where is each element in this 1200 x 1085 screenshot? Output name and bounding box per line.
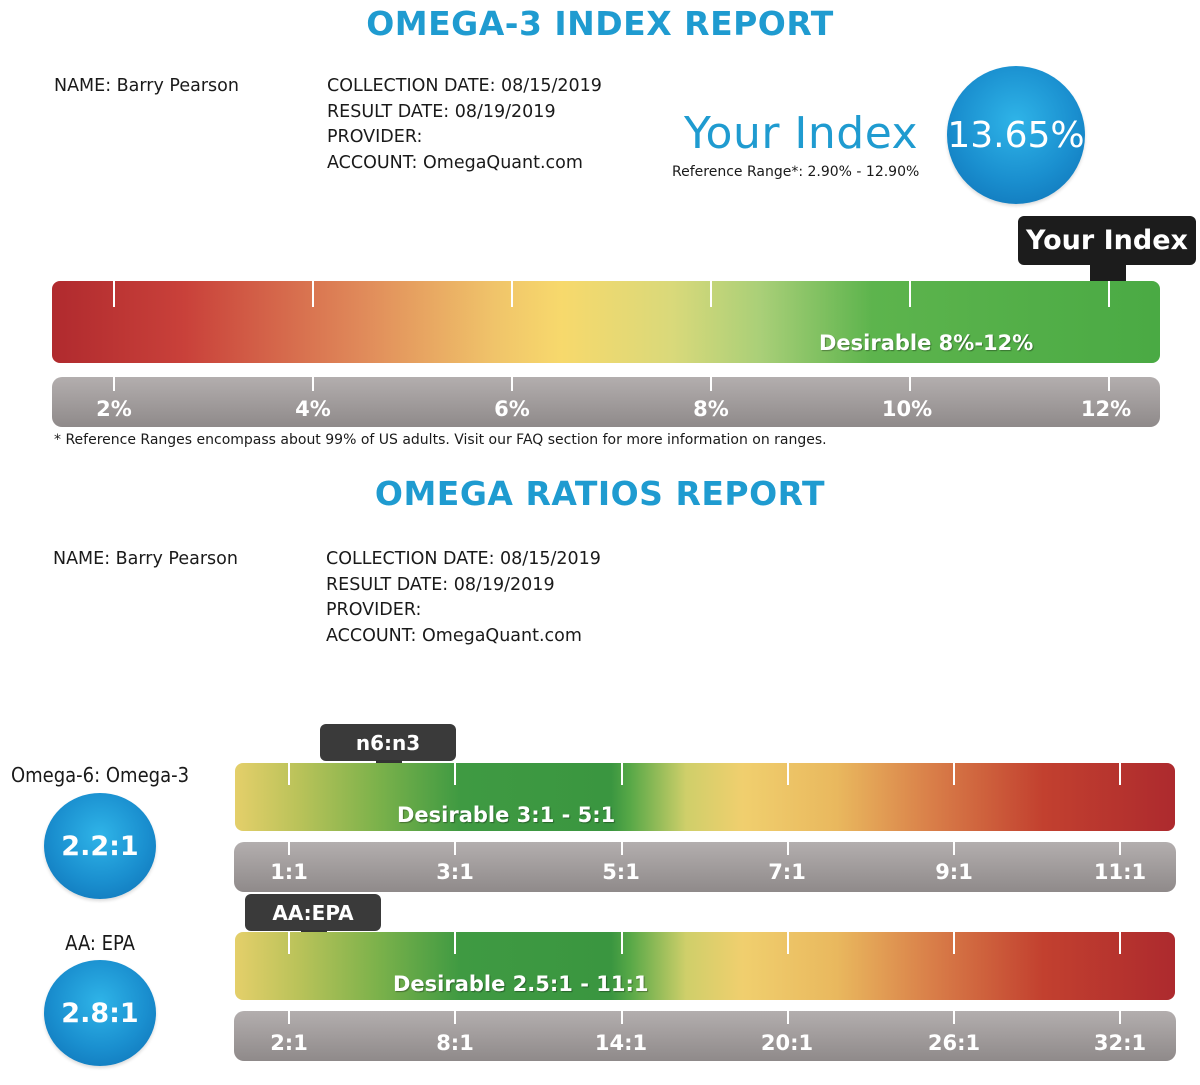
aaepa-scale-label: 8:1 [436, 1031, 474, 1055]
aaepa-scale-label: 32:1 [1093, 1031, 1147, 1055]
index-desirable-label: Desirable 8%-12% [819, 331, 1034, 355]
n6n3-tick [953, 763, 955, 785]
n6n3-scale-tick [1119, 842, 1121, 855]
aaepa-tick [787, 932, 789, 954]
n6n3-scale-tick [953, 842, 955, 855]
index-provider: PROVIDER: [327, 127, 423, 147]
aaepa-marker-label: AA:EPA [272, 900, 354, 925]
aaepa-tick [621, 932, 623, 954]
index-scale-tick [511, 377, 513, 391]
aaepa-desirable-label: Desirable 2.5:1 - 11:1 [393, 972, 649, 996]
n6n3-tick [621, 763, 623, 785]
aaepa-scale-tick [288, 1011, 290, 1024]
index-scale: 2% 4% 6% 8% 10% 12% [52, 377, 1160, 427]
n6n3-desirable-label: Desirable 3:1 - 5:1 [397, 803, 616, 827]
index-gradient-bar: Desirable 8%-12% [52, 281, 1160, 363]
aaepa-scale-label: 20:1 [760, 1031, 814, 1055]
index-scale-label: 8% [693, 397, 729, 421]
n6n3-scale-label: 11:1 [1093, 860, 1147, 884]
n6n3-scale-tick [454, 842, 456, 855]
index-result-date: RESULT DATE: 08/19/2019 [327, 101, 556, 122]
ratios-collection-date: COLLECTION DATE: 08/15/2019 [326, 549, 601, 569]
index-account: ACCOUNT: OmegaQuant.com [327, 152, 583, 173]
n6n3-value: 2.2:1 [61, 830, 139, 862]
index-value-badge: 13.65% [947, 66, 1085, 204]
index-value: 13.65% [947, 114, 1085, 156]
index-tick [1108, 281, 1110, 307]
aaepa-tick [1119, 932, 1121, 954]
aaepa-value: 2.8:1 [61, 997, 139, 1029]
aaepa-scale-tick [454, 1011, 456, 1024]
ratios-account: ACCOUNT: OmegaQuant.com [326, 625, 582, 646]
aaepa-gradient-bar: Desirable 2.5:1 - 11:1 [235, 932, 1175, 1000]
index-scale-label: 2% [96, 397, 132, 421]
n6n3-scale: 1:1 3:1 5:1 7:1 9:1 11:1 [234, 842, 1176, 892]
index-scale-tick [1108, 377, 1110, 391]
index-scale-tick [113, 377, 115, 391]
index-patient-name: NAME: Barry Pearson [54, 74, 239, 100]
n6n3-scale-label: 7:1 [768, 860, 806, 884]
n6n3-scale-label: 3:1 [436, 860, 474, 884]
aaepa-scale-label: 14:1 [594, 1031, 648, 1055]
ratios-name-text: NAME: Barry Pearson [53, 549, 238, 569]
reference-range: Reference Range*: 2.90% - 12.90% [672, 164, 920, 180]
n6n3-scale-label: 5:1 [602, 860, 640, 884]
n6n3-tick [454, 763, 456, 785]
n6n3-scale-label: 9:1 [935, 860, 973, 884]
aaepa-label: AA: EPA [65, 931, 135, 955]
n6n3-value-badge: 2.2:1 [44, 793, 156, 899]
aaepa-marker: AA:EPA [245, 894, 381, 931]
aaepa-scale-tick [787, 1011, 789, 1024]
n6n3-scale-tick [621, 842, 623, 855]
index-scale-label: 10% [881, 397, 933, 421]
ratios-report-details: COLLECTION DATE: 08/15/2019 RESULT DATE:… [326, 547, 601, 649]
aaepa-scale: 2:1 8:1 14:1 20:1 26:1 32:1 [234, 1011, 1176, 1061]
n6n3-scale-label: 1:1 [270, 860, 308, 884]
index-collection-date: COLLECTION DATE: 08/15/2019 [327, 76, 602, 96]
reference-footnote: * Reference Ranges encompass about 99% o… [54, 432, 827, 448]
aaepa-tick [953, 932, 955, 954]
ratios-report-title: OMEGA RATIOS REPORT [374, 474, 826, 513]
your-index-heading: Your Index [684, 108, 919, 159]
aaepa-tick [454, 932, 456, 954]
your-index-marker: Your Index [1018, 216, 1196, 265]
index-scale-tick [312, 377, 314, 391]
n6n3-tick [787, 763, 789, 785]
aaepa-scale-tick [621, 1011, 623, 1024]
index-scale-tick [710, 377, 712, 391]
n6n3-tick [288, 763, 290, 785]
n6n3-label: Omega-6: Omega-3 [10, 763, 190, 787]
index-name-text: NAME: Barry Pearson [54, 76, 239, 96]
aaepa-scale-label: 26:1 [927, 1031, 981, 1055]
aaepa-tick [288, 932, 290, 954]
ratios-patient-name: NAME: Barry Pearson [53, 547, 238, 573]
index-tick [113, 281, 115, 307]
index-tick [511, 281, 513, 307]
n6n3-gradient-bar: Desirable 3:1 - 5:1 [235, 763, 1175, 831]
n6n3-scale-tick [787, 842, 789, 855]
index-scale-tick [909, 377, 911, 391]
index-tick [710, 281, 712, 307]
your-index-marker-label: Your Index [1026, 225, 1188, 256]
index-scale-label: 4% [295, 397, 331, 421]
aaepa-scale-label: 2:1 [270, 1031, 308, 1055]
index-tick [312, 281, 314, 307]
n6n3-marker-label: n6:n3 [355, 730, 421, 755]
aaepa-value-badge: 2.8:1 [44, 960, 156, 1066]
ratios-provider: PROVIDER: [326, 600, 422, 620]
index-report-details: COLLECTION DATE: 08/15/2019 RESULT DATE:… [327, 74, 602, 176]
ratios-result-date: RESULT DATE: 08/19/2019 [326, 574, 555, 595]
index-scale-label: 12% [1080, 397, 1132, 421]
n6n3-marker: n6:n3 [320, 724, 456, 761]
index-report-title: OMEGA-3 INDEX REPORT [366, 4, 834, 43]
index-scale-label: 6% [494, 397, 530, 421]
aaepa-scale-tick [1119, 1011, 1121, 1024]
n6n3-tick [1119, 763, 1121, 785]
index-tick [909, 281, 911, 307]
aaepa-scale-tick [953, 1011, 955, 1024]
n6n3-scale-tick [288, 842, 290, 855]
